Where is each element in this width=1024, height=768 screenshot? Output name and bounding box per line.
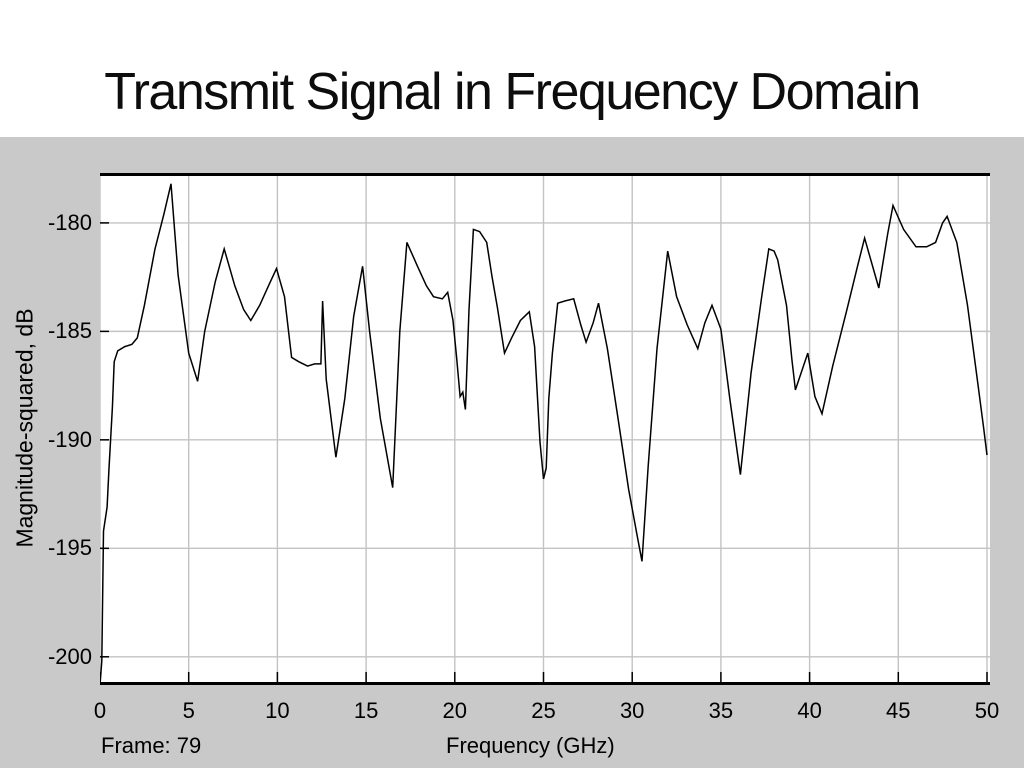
plot-bottom-border <box>100 682 990 685</box>
x-tick-label: 25 <box>531 698 556 723</box>
y-tick-label: -195 <box>47 535 92 561</box>
x-tick-label: 50 <box>974 698 1000 723</box>
y-tick-label: -190 <box>47 426 92 452</box>
plot-area <box>100 173 990 685</box>
spectrum-plot <box>100 173 990 685</box>
x-tick-label: 35 <box>708 698 734 723</box>
x-tick-label: 40 <box>797 698 822 723</box>
x-tick-label: 30 <box>619 698 645 723</box>
signal-trace <box>100 183 988 685</box>
y-tick-label: -185 <box>47 318 92 344</box>
y-tick-label: -180 <box>47 209 92 235</box>
frame-counter: Frame: 79 <box>101 733 202 758</box>
slide-title: Transmit Signal in Frequency Domain <box>104 63 921 121</box>
x-tick-label: 15 <box>353 698 379 723</box>
plot-top-border <box>100 173 990 176</box>
x-tick-label: 5 <box>182 698 195 723</box>
y-tick-label: -200 <box>47 643 92 669</box>
x-axis-label: Frequency (GHz) <box>446 733 615 758</box>
title-band: Transmit Signal in Frequency Domain <box>0 0 1024 137</box>
x-tick-label: 45 <box>886 698 911 723</box>
x-tick-label: 20 <box>442 698 468 723</box>
x-tick-label: 10 <box>265 698 290 723</box>
x-tick-label: 0 <box>93 698 107 723</box>
